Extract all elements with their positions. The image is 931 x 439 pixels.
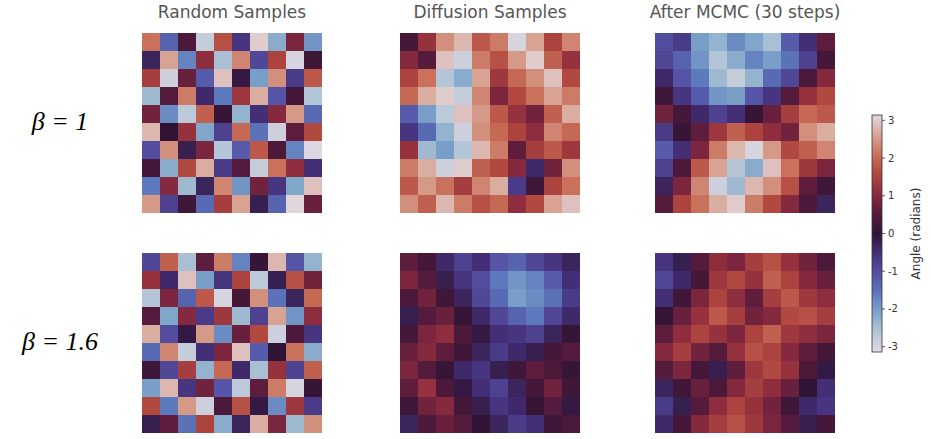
svg-text:-2: -2 <box>888 303 898 314</box>
svg-text:-3: -3 <box>888 341 898 352</box>
svg-text:2: 2 <box>888 153 894 164</box>
svg-text:1: 1 <box>888 190 894 201</box>
html-text:After MCMC (30 steps): After MCMC (30 steps) <box>649 2 841 22</box>
html-text:β = 1.6: β = 1.6 <box>22 327 98 356</box>
svg-text:-1: -1 <box>888 266 898 277</box>
svg-text:0: 0 <box>888 228 894 239</box>
html-text:Random Samples: Random Samples <box>157 2 307 22</box>
svg-text:Angle (radians): Angle (radians) <box>909 188 923 280</box>
html-text:Diffusion Samples: Diffusion Samples <box>413 2 567 22</box>
html-text:β = 1: β = 1 <box>31 107 89 136</box>
svg-text:3: 3 <box>888 115 894 126</box>
